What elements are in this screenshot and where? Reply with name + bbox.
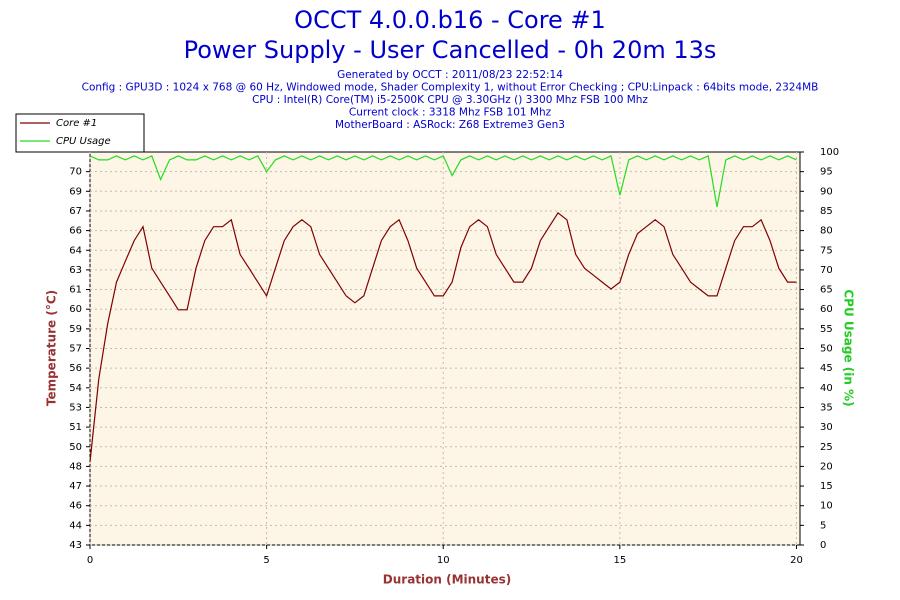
y-tick-label: 63 xyxy=(69,265,82,276)
y2-tick-label: 30 xyxy=(820,422,833,433)
y-tick-label: 66 xyxy=(69,226,82,237)
y2-tick-label: 40 xyxy=(820,383,833,394)
y-tick-label: 60 xyxy=(69,304,82,315)
y2-tick-label: 55 xyxy=(820,324,833,335)
y2-tick-label: 0 xyxy=(820,540,826,551)
x-tick-label: 5 xyxy=(263,555,269,566)
y-tick-label: 59 xyxy=(69,324,82,335)
y2-tick-label: 70 xyxy=(820,265,833,276)
y-tick-label: 67 xyxy=(69,206,82,217)
y2-tick-label: 45 xyxy=(820,363,833,374)
legend xyxy=(15,113,145,153)
y2-tick-label: 5 xyxy=(820,520,826,531)
info-line: Config : GPU3D : 1024 x 768 @ 60 Hz, Win… xyxy=(82,82,819,94)
info-line: MotherBoard : ASRock: Z68 Extreme3 Gen3 xyxy=(335,119,565,131)
y-tick-label: 46 xyxy=(69,501,82,512)
x-axis-label: Duration (Minutes) xyxy=(383,573,511,587)
y2-tick-label: 35 xyxy=(820,402,833,413)
y-tick-label: 51 xyxy=(69,422,82,433)
x-tick-label: 15 xyxy=(613,555,626,566)
y-tick-label: 53 xyxy=(69,402,82,413)
y-tick-label: 61 xyxy=(69,285,82,296)
series-line xyxy=(89,155,797,208)
y-tick-label: 48 xyxy=(69,461,82,472)
info-line: Current clock : 3318 Mhz FSB 101 Mhz xyxy=(349,107,552,119)
y2-tick-label: 90 xyxy=(820,186,833,197)
y2-tick-label: 10 xyxy=(820,501,833,512)
y-axis-label: Temperature (°C) xyxy=(45,290,59,406)
y2-tick-label: 65 xyxy=(820,285,833,296)
y-tick-label: 57 xyxy=(69,344,82,355)
y2-tick-label: 20 xyxy=(820,461,833,472)
y-tick-label: 64 xyxy=(69,245,82,256)
y-tick-label: 54 xyxy=(69,383,82,394)
x-tick-label: 10 xyxy=(437,555,450,566)
x-tick-label: 20 xyxy=(790,555,803,566)
series-line xyxy=(89,212,797,463)
y2-tick-label: 50 xyxy=(820,344,833,355)
y-tick-label: 43 xyxy=(69,540,82,551)
y2-tick-label: 15 xyxy=(820,481,833,492)
y-tick-label: 47 xyxy=(69,481,82,492)
y-tick-label: 44 xyxy=(69,520,82,531)
info-line: CPU : Intel(R) Core(TM) i5-2500K CPU @ 3… xyxy=(252,94,648,106)
chart-subtitle: Power Supply - User Cancelled - 0h 20m 1… xyxy=(184,36,717,64)
y2-tick-label: 75 xyxy=(820,245,833,256)
legend-label: Core #1 xyxy=(56,118,97,129)
y-tick-label: 70 xyxy=(69,167,82,178)
y2-tick-label: 60 xyxy=(820,304,833,315)
info-line: Generated by OCCT : 2011/08/23 22:52:14 xyxy=(337,69,563,81)
legend-label: CPU Usage xyxy=(56,136,111,147)
chart-title: OCCT 4.0.0.b16 - Core #1 xyxy=(294,6,606,34)
y2-tick-label: 85 xyxy=(820,206,833,217)
y2-tick-label: 95 xyxy=(820,167,833,178)
y2-tick-label: 25 xyxy=(820,442,833,453)
y-tick-label: 50 xyxy=(69,442,82,453)
y-tick-label: 56 xyxy=(69,363,82,374)
x-tick-label: 0 xyxy=(87,555,93,566)
y2-axis-label: CPU Usage (in %) xyxy=(842,289,856,406)
y-tick-label: 69 xyxy=(69,186,82,197)
y2-tick-label: 80 xyxy=(820,226,833,237)
y2-tick-label: 100 xyxy=(820,147,839,158)
